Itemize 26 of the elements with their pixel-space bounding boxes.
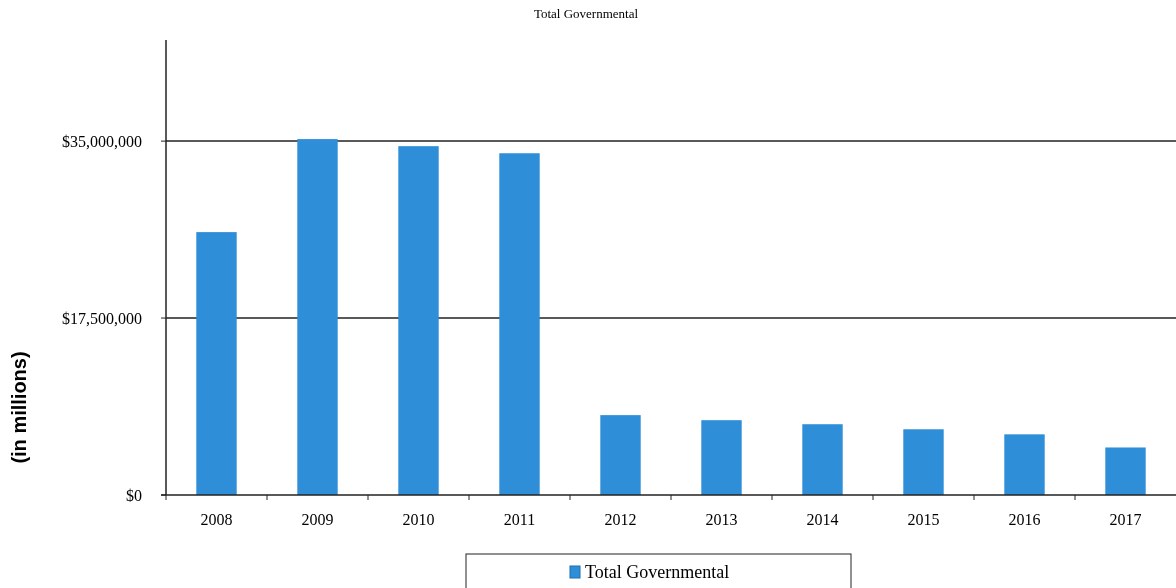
y-tick-label: $0 xyxy=(126,486,142,504)
x-tick-label: 2010 xyxy=(402,511,435,528)
x-tick-label: 2009 xyxy=(301,511,334,528)
bar xyxy=(398,146,439,495)
x-tick-label: 2016 xyxy=(1008,511,1041,528)
x-tick-label: 2011 xyxy=(503,511,536,528)
y-tick-label: $17,500,000 xyxy=(62,309,142,327)
x-tick-label: 2017 xyxy=(1109,511,1142,528)
bar xyxy=(600,415,641,495)
bar xyxy=(802,424,843,495)
y-tick-label: $35,000,000 xyxy=(62,132,142,150)
y-axis-title: (in millions) xyxy=(8,351,30,464)
x-tick-label: 2008 xyxy=(200,511,233,528)
x-tick-label: 2015 xyxy=(907,511,940,528)
bar xyxy=(1004,434,1045,495)
bar xyxy=(499,153,540,495)
bar xyxy=(903,429,944,495)
chart-title: Total Governmental xyxy=(533,6,639,21)
x-tick-label: 2014 xyxy=(806,511,839,528)
bar xyxy=(1105,447,1146,495)
bar xyxy=(196,232,237,495)
bar xyxy=(297,139,338,495)
x-tick-label: 2012 xyxy=(604,511,637,528)
legend-label: Total Governmental xyxy=(585,562,730,582)
x-tick-label: 2013 xyxy=(705,511,738,528)
bar xyxy=(701,420,742,495)
